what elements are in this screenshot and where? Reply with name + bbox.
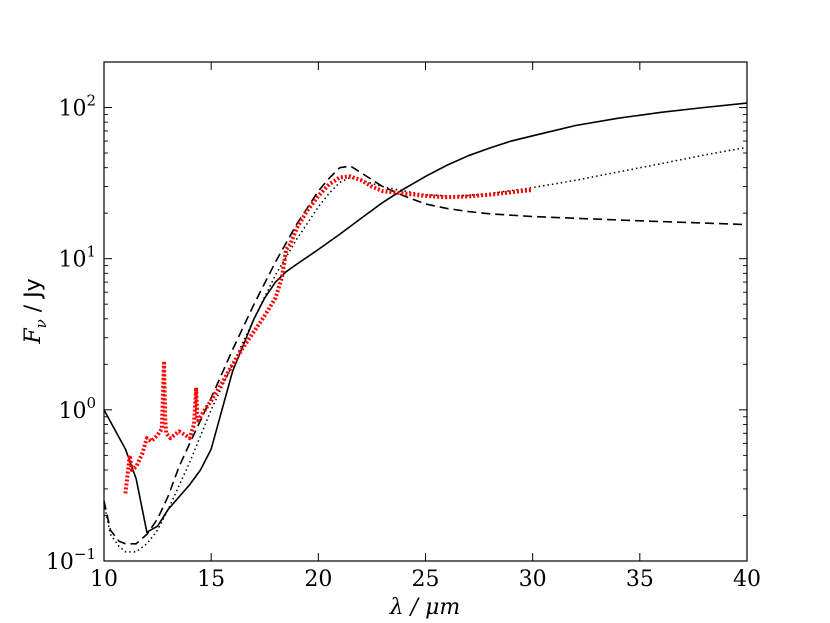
- ticks-layer: 10 15 20 25 30 35 40 10−1 100 101 102: [46, 61, 761, 592]
- x-tick-label: 30: [519, 567, 547, 592]
- y-axis-label: Fν / Jy: [21, 278, 50, 344]
- series-line-3-dotted: [103, 146, 748, 553]
- plot-area-border: [103, 61, 748, 562]
- y-axis-label-symbol: F: [21, 328, 46, 345]
- y-tick-label: 102: [58, 92, 96, 122]
- y-axis-label-subscript: ν: [32, 319, 50, 328]
- x-tick-label: 25: [412, 567, 440, 592]
- x-tick-label: 20: [304, 567, 332, 592]
- y-tick-label: 10−1: [46, 545, 96, 575]
- y-tick-label: 101: [58, 243, 96, 273]
- x-tick-label: 40: [733, 567, 761, 592]
- y-tick-label: 100: [58, 394, 96, 424]
- y-axis-label-unit: / Jy: [21, 278, 46, 319]
- x-axis-label: λ / μm: [389, 595, 461, 620]
- x-tick-label: 15: [197, 567, 225, 592]
- series-line-4-thick-dotted: [123, 174, 533, 494]
- series-line-2-dashed: [103, 165, 748, 545]
- series-line-1-solid: [103, 102, 748, 534]
- x-tick-label: 10: [90, 567, 118, 592]
- series-layer: [103, 102, 748, 553]
- x-tick-label: 35: [626, 567, 654, 592]
